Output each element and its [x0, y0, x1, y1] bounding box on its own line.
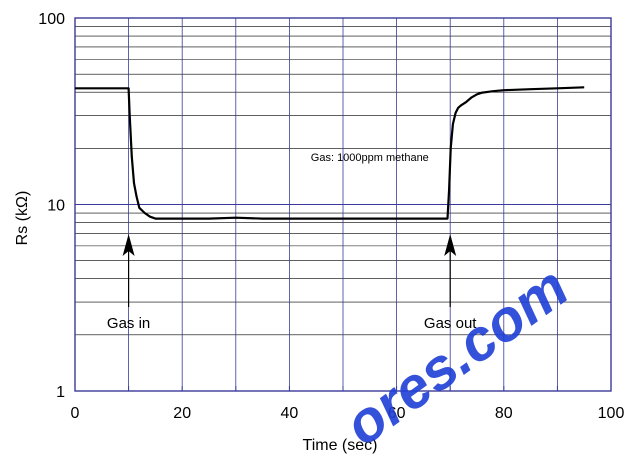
grid [75, 17, 611, 392]
y-tick-label: 10 [47, 198, 65, 215]
y-tick-labels: 1 10 100 [38, 11, 65, 401]
x-tick-label: 0 [71, 405, 80, 422]
arrow-head [122, 234, 135, 256]
x-tick-label: 20 [173, 405, 191, 422]
arrow-head [444, 234, 457, 256]
y-axis-label: Rs (kΩ) [14, 191, 31, 246]
gas-out-arrow [444, 234, 457, 307]
x-tick-labels: 0 20 40 60 80 100 [71, 405, 625, 422]
y-tick-label: 100 [38, 11, 65, 28]
x-tick-label: 60 [388, 405, 406, 422]
annotation-gas-in: Gas in [107, 315, 150, 332]
watermark: ores.com [333, 254, 580, 458]
annotation-gas-condition: Gas: 1000ppm methane [311, 152, 429, 164]
x-tick-label: 100 [598, 405, 625, 422]
y-tick-label: 1 [56, 384, 65, 401]
axis-ticks [74, 386, 612, 391]
x-axis-label: Time (sec) [303, 437, 378, 454]
gas-in-arrow [122, 234, 135, 307]
x-tick-label: 80 [495, 405, 513, 422]
annotation-gas-out: Gas out [424, 315, 477, 332]
series-line [75, 86, 585, 220]
x-tick-label: 40 [281, 405, 299, 422]
